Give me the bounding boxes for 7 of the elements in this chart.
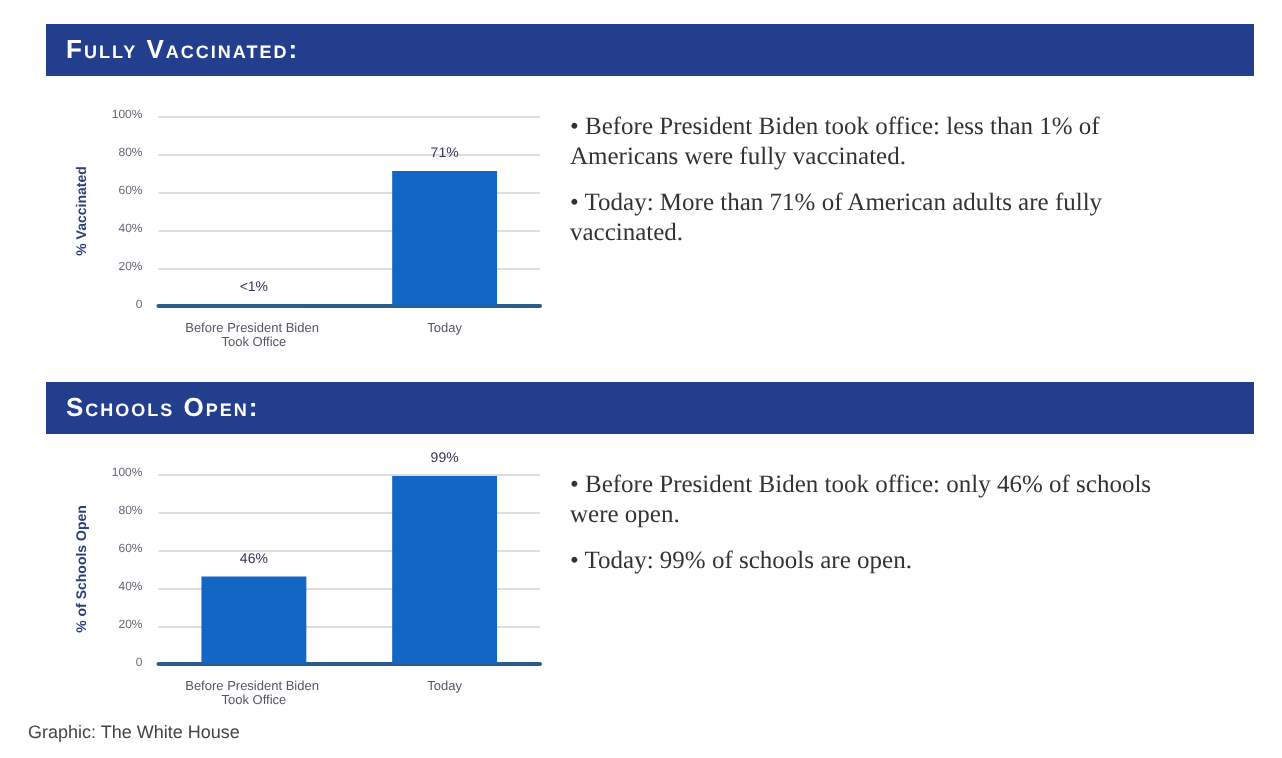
text: • Today: More than 71% of American adults are fully vaccinated. [570, 188, 1105, 248]
text: • Today: 99% of schools are open. [570, 546, 914, 576]
chart-title: Fully Vaccinated: [46, 24, 1254, 76]
text: • Before President Biden took office: only 46% of schools were open. [570, 470, 1154, 530]
text: Graphic: The White House [28, 722, 240, 742]
chart-title: Schools Open: [46, 382, 1254, 434]
text: • Before President Biden took office: less than 1% of Americans were fully vaccinated. [570, 112, 1102, 172]
